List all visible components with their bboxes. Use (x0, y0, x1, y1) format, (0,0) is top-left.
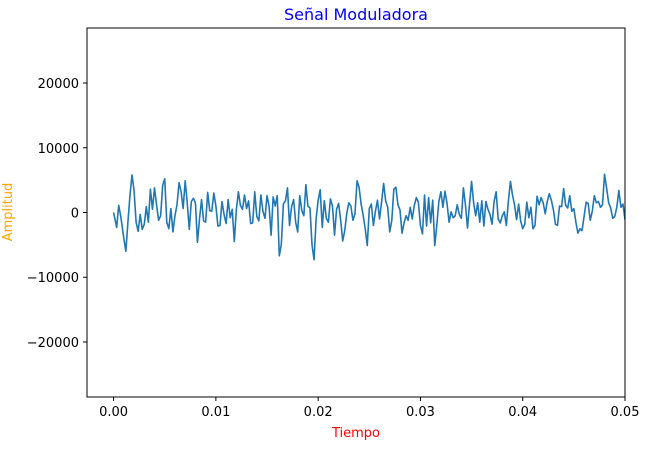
y-axis-label: Amplitud (1, 183, 16, 242)
x-tick-label: 0.01 (201, 405, 230, 420)
y-tick-label: −10000 (27, 271, 79, 286)
y-tick-label: 20000 (38, 77, 79, 92)
x-axis-ticks: 0.00 0.01 0.02 0.03 0.04 0.05 (99, 397, 639, 420)
x-tick-label: 0.04 (508, 405, 537, 420)
y-tick-label: 0 (71, 207, 79, 222)
y-tick-label: −20000 (27, 336, 79, 351)
plot-layer (112, 173, 625, 261)
series-line-0 (112, 173, 625, 261)
x-tick-label: 0.05 (611, 405, 640, 420)
x-tick-label: 0.03 (406, 405, 435, 420)
chart-title: Señal Moduladora (284, 5, 428, 24)
x-tick-label: 0.02 (304, 405, 333, 420)
y-axis-ticks: −20000 −10000 0 10000 20000 (27, 77, 87, 351)
x-tick-label: 0.00 (99, 405, 128, 420)
y-tick-label: 10000 (38, 142, 79, 157)
x-axis-label: Tiempo (331, 426, 380, 441)
